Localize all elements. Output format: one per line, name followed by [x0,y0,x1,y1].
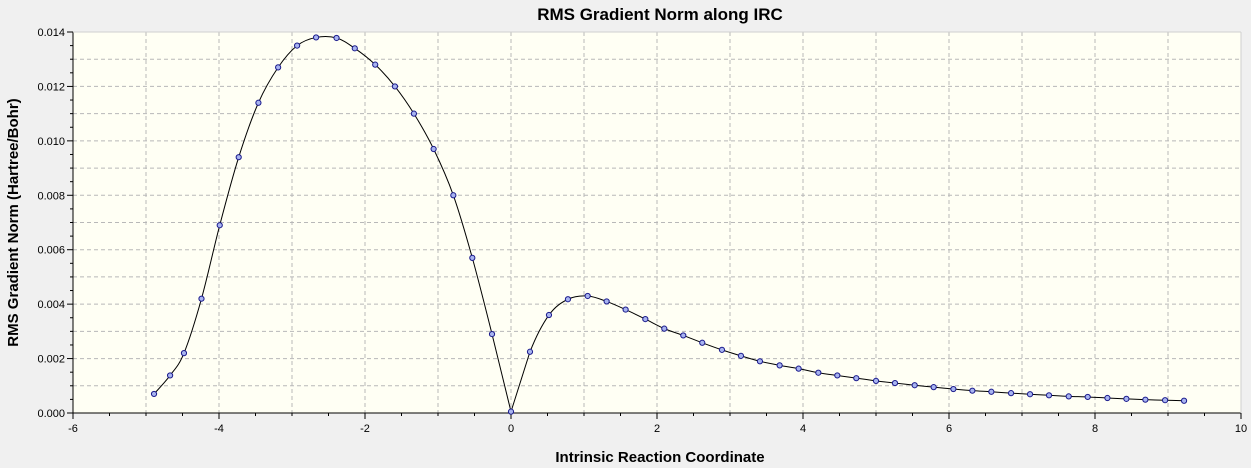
x-tick-label: 6 [946,423,952,435]
data-point [603,298,610,305]
data-point [391,83,399,90]
data-point [275,64,282,71]
data-point [1026,391,1034,398]
data-point [1065,393,1072,400]
x-tick-label: 8 [1092,423,1098,435]
series [150,34,1188,415]
data-point [1084,393,1091,401]
data-point [430,145,437,153]
data-point [294,42,301,49]
data-point [815,369,822,376]
y-tick-label: 0.008 [37,190,65,202]
x-tick-label: 0 [508,423,514,435]
chart-title: RMS Gradient Norm along IRC [537,5,783,24]
data-point [235,154,242,161]
data-point [950,385,957,393]
y-tick-label: 0.004 [37,299,65,311]
data-point [545,311,553,319]
data-point [166,372,174,379]
data-point [718,346,726,353]
data-point [795,365,802,372]
data-point [469,254,476,261]
data-point [737,352,745,359]
y-tick-label: 0.006 [37,245,65,257]
data-point [1142,396,1149,403]
data-point [255,99,262,106]
data-point [216,222,223,229]
data-point [661,325,668,332]
x-tick-label: -2 [360,423,370,435]
y-tick-label: 0.014 [37,27,65,39]
data-point [1007,390,1015,397]
data-point [488,330,496,338]
data-point [198,295,205,302]
data-point [891,379,899,387]
data-point [507,408,515,415]
x-tick-label: 4 [800,423,806,435]
y-tick-label: 0.002 [37,354,65,366]
data-point [1104,394,1111,402]
data-point [642,316,649,323]
data-point [853,375,860,382]
x-tick-label: 2 [654,423,660,435]
data-point [333,34,340,42]
data-point [1180,397,1188,404]
data-point [988,388,995,395]
data-point [756,358,764,365]
data-point [1045,392,1053,399]
data-point [776,362,783,369]
data-point [351,45,358,52]
x-tick-label: 10 [1235,423,1247,435]
data-point [584,292,591,300]
data-point [680,332,687,339]
data-point [312,34,320,41]
data-point [450,192,457,199]
data-point [1161,397,1169,404]
data-point [930,384,937,391]
data-point [526,348,534,355]
x-axis-label: Intrinsic Reaction Coordinate [555,449,764,466]
x-tick-label: -6 [68,423,78,435]
data-point [911,382,918,389]
data-point [1123,395,1130,402]
grid [73,32,1241,413]
y-tick-label: 0.010 [37,136,65,148]
x-tick-label: -4 [214,423,224,435]
data-point [969,387,976,394]
ticks: -6 -4 -2 0 2 4 6 8 10 0.000 0.002 0.004 0.006 0.008 0.… [37,27,1247,435]
y-tick-label: 0.012 [37,81,65,93]
data-point [699,339,706,346]
data-point [180,350,188,357]
y-tick-label: 0.000 [37,408,65,420]
data-point [372,61,379,68]
data-point [872,377,880,384]
data-point [410,110,418,117]
y-axis-label: RMS Gradient Norm (Hartree/Bohr) [5,98,22,346]
data-point [834,372,841,379]
data-point [564,296,572,303]
data-point [150,390,158,398]
data-point [622,306,629,313]
